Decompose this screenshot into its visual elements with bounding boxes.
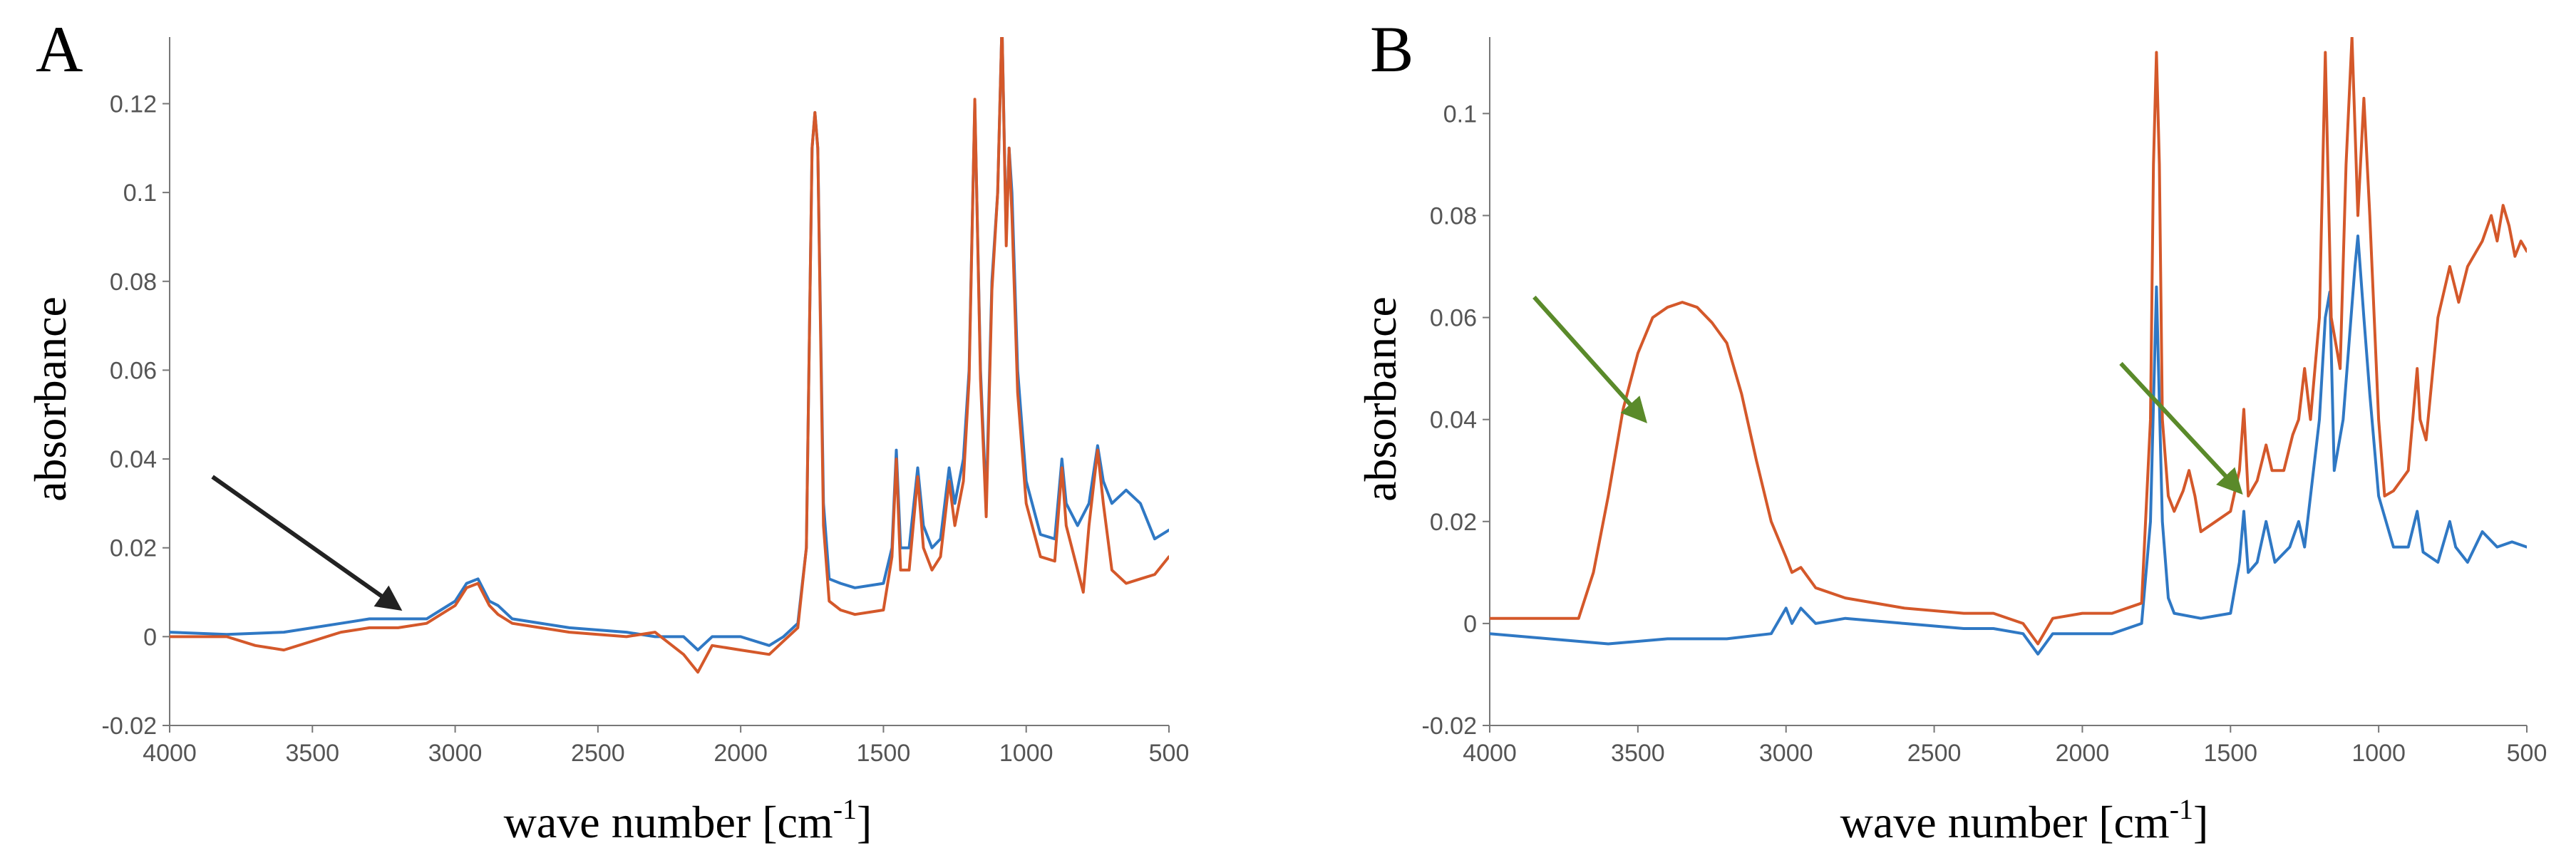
y-tick-label: 0.06	[1430, 305, 1477, 332]
x-tick-label: 1500	[857, 740, 911, 767]
y-axis-title: absorbance	[1355, 296, 1406, 502]
y-tick-label: -0.02	[102, 713, 158, 740]
series-line-blue	[170, 37, 1169, 652]
x-tick-label: 2000	[713, 740, 768, 767]
x-axis-title-superscript: -1	[2170, 793, 2193, 825]
x-tick-label: 3500	[285, 740, 339, 767]
series-line-blue	[1490, 234, 2527, 656]
x-axis-title-main: wave number [cm	[1840, 797, 2170, 847]
y-tick-label: 0	[1463, 611, 1477, 638]
x-tick-label: 500	[1149, 740, 1190, 767]
y-tick-label: 0.04	[110, 446, 157, 473]
x-tick-label: 500	[2507, 740, 2547, 767]
x-axis-title-superscript: -1	[833, 793, 857, 825]
y-tick-label: 0.06	[110, 357, 157, 384]
y-tick-label: 0.08	[110, 269, 157, 296]
series-line-orange	[170, 37, 1169, 674]
panel-label: B	[1370, 13, 1413, 86]
x-axis-title-end: ]	[2193, 797, 2208, 847]
x-tick-label: 2500	[571, 740, 625, 767]
x-axis-title: wave number [cm-1]	[504, 793, 872, 847]
x-axis-title: wave number [cm-1]	[1840, 793, 2209, 847]
y-tick-label: 0.04	[1430, 407, 1477, 434]
x-axis-title-end: ]	[857, 797, 872, 847]
x-tick-label: 1000	[2351, 740, 2406, 767]
annotation-arrow	[1532, 295, 1647, 424]
y-tick-label: 0.02	[1430, 509, 1477, 536]
annotation-arrow	[211, 475, 403, 611]
y-tick-label: 0.02	[110, 535, 157, 562]
y-tick-label: -0.02	[1422, 713, 1478, 740]
panel-label: A	[36, 13, 83, 86]
y-tick-label: 0.1	[1443, 100, 1477, 128]
annotation-arrow	[2119, 361, 2243, 495]
y-tick-label: 0.1	[123, 180, 157, 207]
chart-panel-a: A absorbance wave number [cm-1] -0.02 0 0.…	[25, 13, 1189, 847]
x-tick-label: 4000	[1463, 740, 1517, 767]
x-tick-label: 1500	[2203, 740, 2257, 767]
y-axis-title: absorbance	[25, 296, 76, 502]
y-tick-label: 0.08	[1430, 202, 1477, 229]
x-tick-label: 2500	[1907, 740, 1962, 767]
x-tick-label: 2000	[2056, 740, 2110, 767]
y-tick-label: 0.12	[110, 91, 157, 118]
x-tick-label: 3000	[1759, 740, 1813, 767]
y-tick-label: 0	[143, 624, 157, 651]
series-line-orange	[1490, 37, 2527, 646]
x-tick-label: 1000	[999, 740, 1053, 767]
x-tick-label: 4000	[143, 740, 197, 767]
x-axis-title-main: wave number [cm	[504, 797, 833, 847]
x-tick-label: 3000	[428, 740, 483, 767]
chart-panel-b: B absorbance wave number [cm-1] -0.02 0 0.…	[1355, 13, 2547, 847]
x-tick-label: 3500	[1611, 740, 1665, 767]
